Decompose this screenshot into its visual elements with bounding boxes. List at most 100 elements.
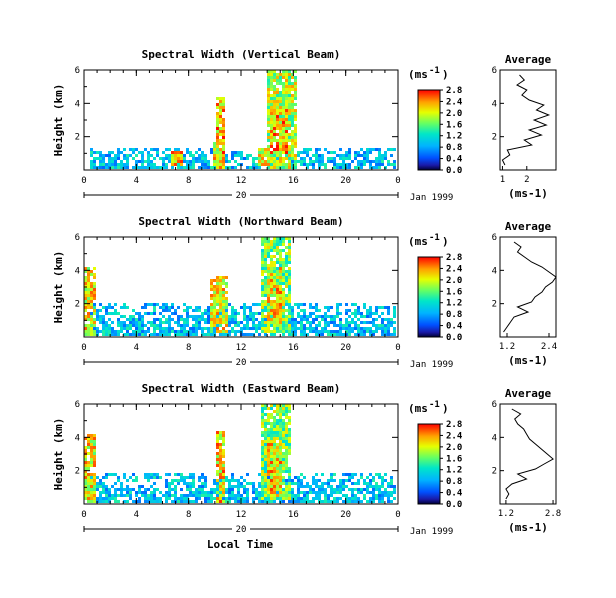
heatmap-cell [378,157,381,160]
heatmap-cell [117,163,120,166]
heatmap-cell [201,163,204,166]
heatmap-cell [276,118,279,121]
heatmap-cell [273,452,276,455]
heatmap-cell [90,315,93,318]
heatmap-cell [237,494,240,497]
heatmap-cell [93,458,96,461]
heatmap-cell [294,85,297,88]
heatmap-cell [273,115,276,118]
heatmap-cell [303,303,306,306]
heatmap-cell [360,327,363,330]
heatmap-cell [261,288,264,291]
heatmap-cell [342,160,345,163]
heatmap-cell [198,488,201,491]
heatmap-cell [285,330,288,333]
heatmap-cell [90,285,93,288]
heatmap-cell [288,258,291,261]
heatmap-cell [330,333,333,336]
heatmap-cell [270,270,273,273]
heatmap-cell [354,166,357,169]
heatmap-cell [327,157,330,160]
heatmap-cell [87,434,90,437]
heatmap-cell [210,333,213,336]
heatmap-cell [300,160,303,163]
heatmap-cell [171,163,174,166]
heatmap-cell [357,479,360,482]
heatmap-cell [165,157,168,160]
heatmap-cell [303,324,306,327]
heatmap-cell [330,479,333,482]
heatmap-cell [282,237,285,240]
heatmap-cell [180,476,183,479]
heatmap-cell [246,491,249,494]
colorbar-tick-label: 1.2 [446,132,462,142]
heatmap-cell [276,160,279,163]
heatmap-cell [195,318,198,321]
heatmap-cell [351,482,354,485]
day-label: 20 [236,358,247,368]
heatmap-cell [390,163,393,166]
heatmap-cell [276,124,279,127]
heatmap-cell [288,94,291,97]
heatmap-cell [327,330,330,333]
heatmap-cell [216,327,219,330]
heatmap-cell [198,160,201,163]
heatmap-cell [90,476,93,479]
heatmap-cell [312,154,315,157]
heatmap-cell [276,273,279,276]
heatmap-cell [171,160,174,163]
heatmap-cell [177,151,180,154]
heatmap-cell [192,494,195,497]
heatmap-cell [351,312,354,315]
heatmap-cell [279,422,282,425]
heatmap-cell [129,327,132,330]
heatmap-cell [300,315,303,318]
heatmap-cell [372,166,375,169]
heatmap-cell [219,306,222,309]
heatmap-cell [276,494,279,497]
heatmap-cell [378,485,381,488]
heatmap-cell [312,482,315,485]
heatmap-cell [267,497,270,500]
heatmap-cell [360,148,363,151]
heatmap-cell [270,437,273,440]
heatmap-cell [270,473,273,476]
heatmap-cell [261,425,264,428]
heatmap-cell [267,282,270,285]
heatmap-cell [243,333,246,336]
heatmap-cell [273,440,276,443]
heatmap-cell [342,327,345,330]
heatmap-cell [312,321,315,324]
heatmap-cell [174,148,177,151]
heatmap-cell [222,434,225,437]
heatmap-cell [348,154,351,157]
heatmap-cell [270,425,273,428]
heatmap-cell [264,485,267,488]
heatmap-cell [189,154,192,157]
heatmap-cell [279,300,282,303]
heatmap-cell [252,321,255,324]
heatmap-cell [270,103,273,106]
heatmap-cell [297,321,300,324]
heatmap-cell [270,88,273,91]
heatmap-cell [207,318,210,321]
heatmap-cell [348,315,351,318]
heatmap-cell [279,461,282,464]
heatmap-cell [270,467,273,470]
heatmap-cell [345,154,348,157]
heatmap-cell [231,494,234,497]
heatmap-cell [264,407,267,410]
heatmap-cell [198,327,201,330]
heatmap-cell [216,115,219,118]
heatmap-cell [369,330,372,333]
average-y-tick-label: 2 [492,133,497,143]
heatmap-cell [288,312,291,315]
heatmap-cell [216,482,219,485]
heatmap-cell [339,324,342,327]
heatmap-cell [264,479,267,482]
heatmap-cell [348,324,351,327]
heatmap-cell [318,154,321,157]
heatmap-cell [369,163,372,166]
heatmap-cell [285,79,288,82]
heatmap-cell [186,163,189,166]
